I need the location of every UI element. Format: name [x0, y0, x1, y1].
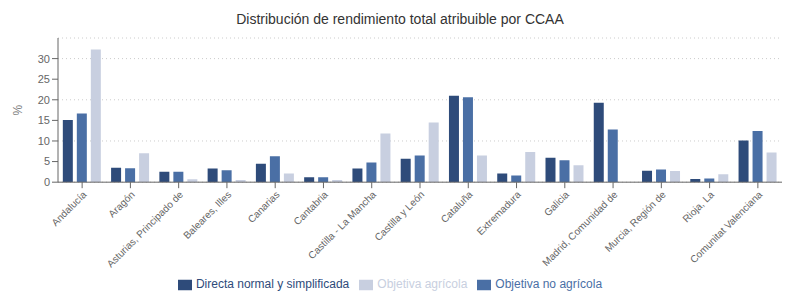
- svg-text:Andalucía: Andalucía: [49, 189, 89, 229]
- svg-text:Asturias, Principado de: Asturias, Principado de: [105, 189, 186, 270]
- svg-text:%: %: [11, 104, 25, 115]
- svg-text:20: 20: [38, 94, 50, 106]
- svg-text:25: 25: [38, 73, 50, 85]
- svg-text:Baleares, Illes: Baleares, Illes: [181, 189, 233, 241]
- svg-text:Castilla y León: Castilla y León: [372, 189, 426, 243]
- svg-text:30: 30: [38, 53, 50, 65]
- svg-text:10: 10: [38, 135, 50, 147]
- svg-text:Rioja, La: Rioja, La: [680, 189, 716, 225]
- svg-text:Madrid, Comunidad de: Madrid, Comunidad de: [540, 189, 620, 269]
- svg-text:Comunitat Valenciana: Comunitat Valenciana: [688, 189, 765, 266]
- svg-text:Extremadura: Extremadura: [475, 189, 524, 238]
- svg-text:0: 0: [44, 176, 50, 188]
- html-text:Directa normal y simplificada: Directa normal y simplificada: [195, 277, 350, 292]
- svg-text:Cantabria: Cantabria: [291, 189, 330, 228]
- svg-text:Aragón: Aragón: [106, 189, 137, 220]
- svg-text:15: 15: [38, 114, 50, 126]
- svg-text:Castilla - La Mancha: Castilla - La Mancha: [306, 189, 379, 262]
- html-text:Objetiva no agrícola: Objetiva no agrícola: [495, 277, 603, 292]
- svg-text:Cataluña: Cataluña: [439, 189, 475, 225]
- html-text:Objetiva agrícola: Objetiva agrícola: [377, 277, 468, 292]
- svg-text:5: 5: [44, 155, 50, 167]
- svg-text:Murcia, Región de: Murcia, Región de: [603, 189, 668, 254]
- svg-text:Galicia: Galicia: [542, 189, 572, 219]
- html-text:Distribución de rendimiento to: Distribución de rendimiento total atribu…: [236, 11, 564, 27]
- svg-text:Canarias: Canarias: [246, 189, 282, 225]
